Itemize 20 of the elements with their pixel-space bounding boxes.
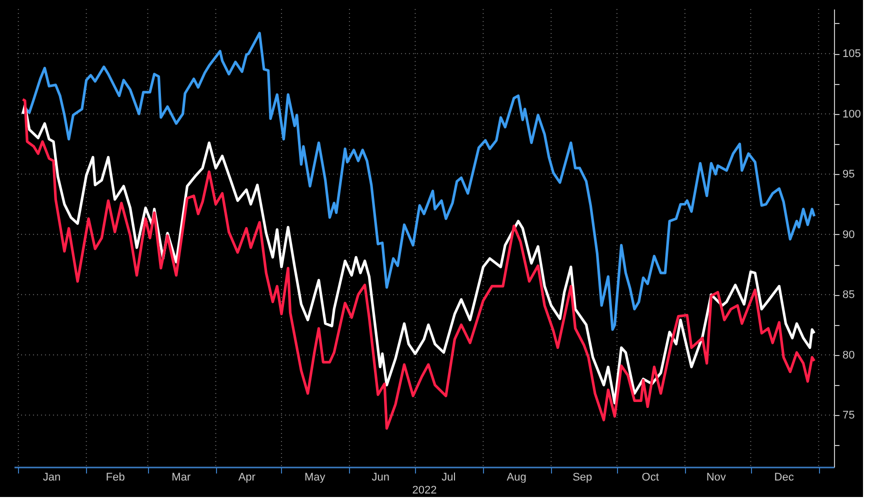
x-axis-title: 2022: [412, 484, 437, 496]
x-tick-label: Aug: [506, 472, 526, 484]
y-tick-label: 100: [842, 108, 861, 120]
y-tick-label: 105: [842, 48, 861, 60]
y-tick-label: 90: [842, 228, 855, 241]
y-tick-label: 80: [842, 349, 855, 362]
x-tick-label: May: [304, 472, 326, 484]
x-tick-label: Apr: [238, 472, 256, 484]
x-tick-label: Dec: [774, 472, 794, 484]
x-tick-label: Sep: [572, 472, 592, 484]
x-tick-label: Nov: [706, 472, 726, 484]
y-tick-label: 85: [842, 289, 855, 302]
x-tick-label: Jun: [372, 472, 390, 484]
x-tick-label: Feb: [106, 472, 125, 484]
x-tick-label: Mar: [172, 472, 191, 484]
y-tick-label: 75: [842, 410, 855, 422]
y-tick-label: 95: [842, 168, 855, 181]
x-tick-label: Oct: [642, 472, 659, 484]
x-tick-label: Jul: [442, 472, 456, 484]
x-tick-label: Jan: [42, 472, 61, 484]
